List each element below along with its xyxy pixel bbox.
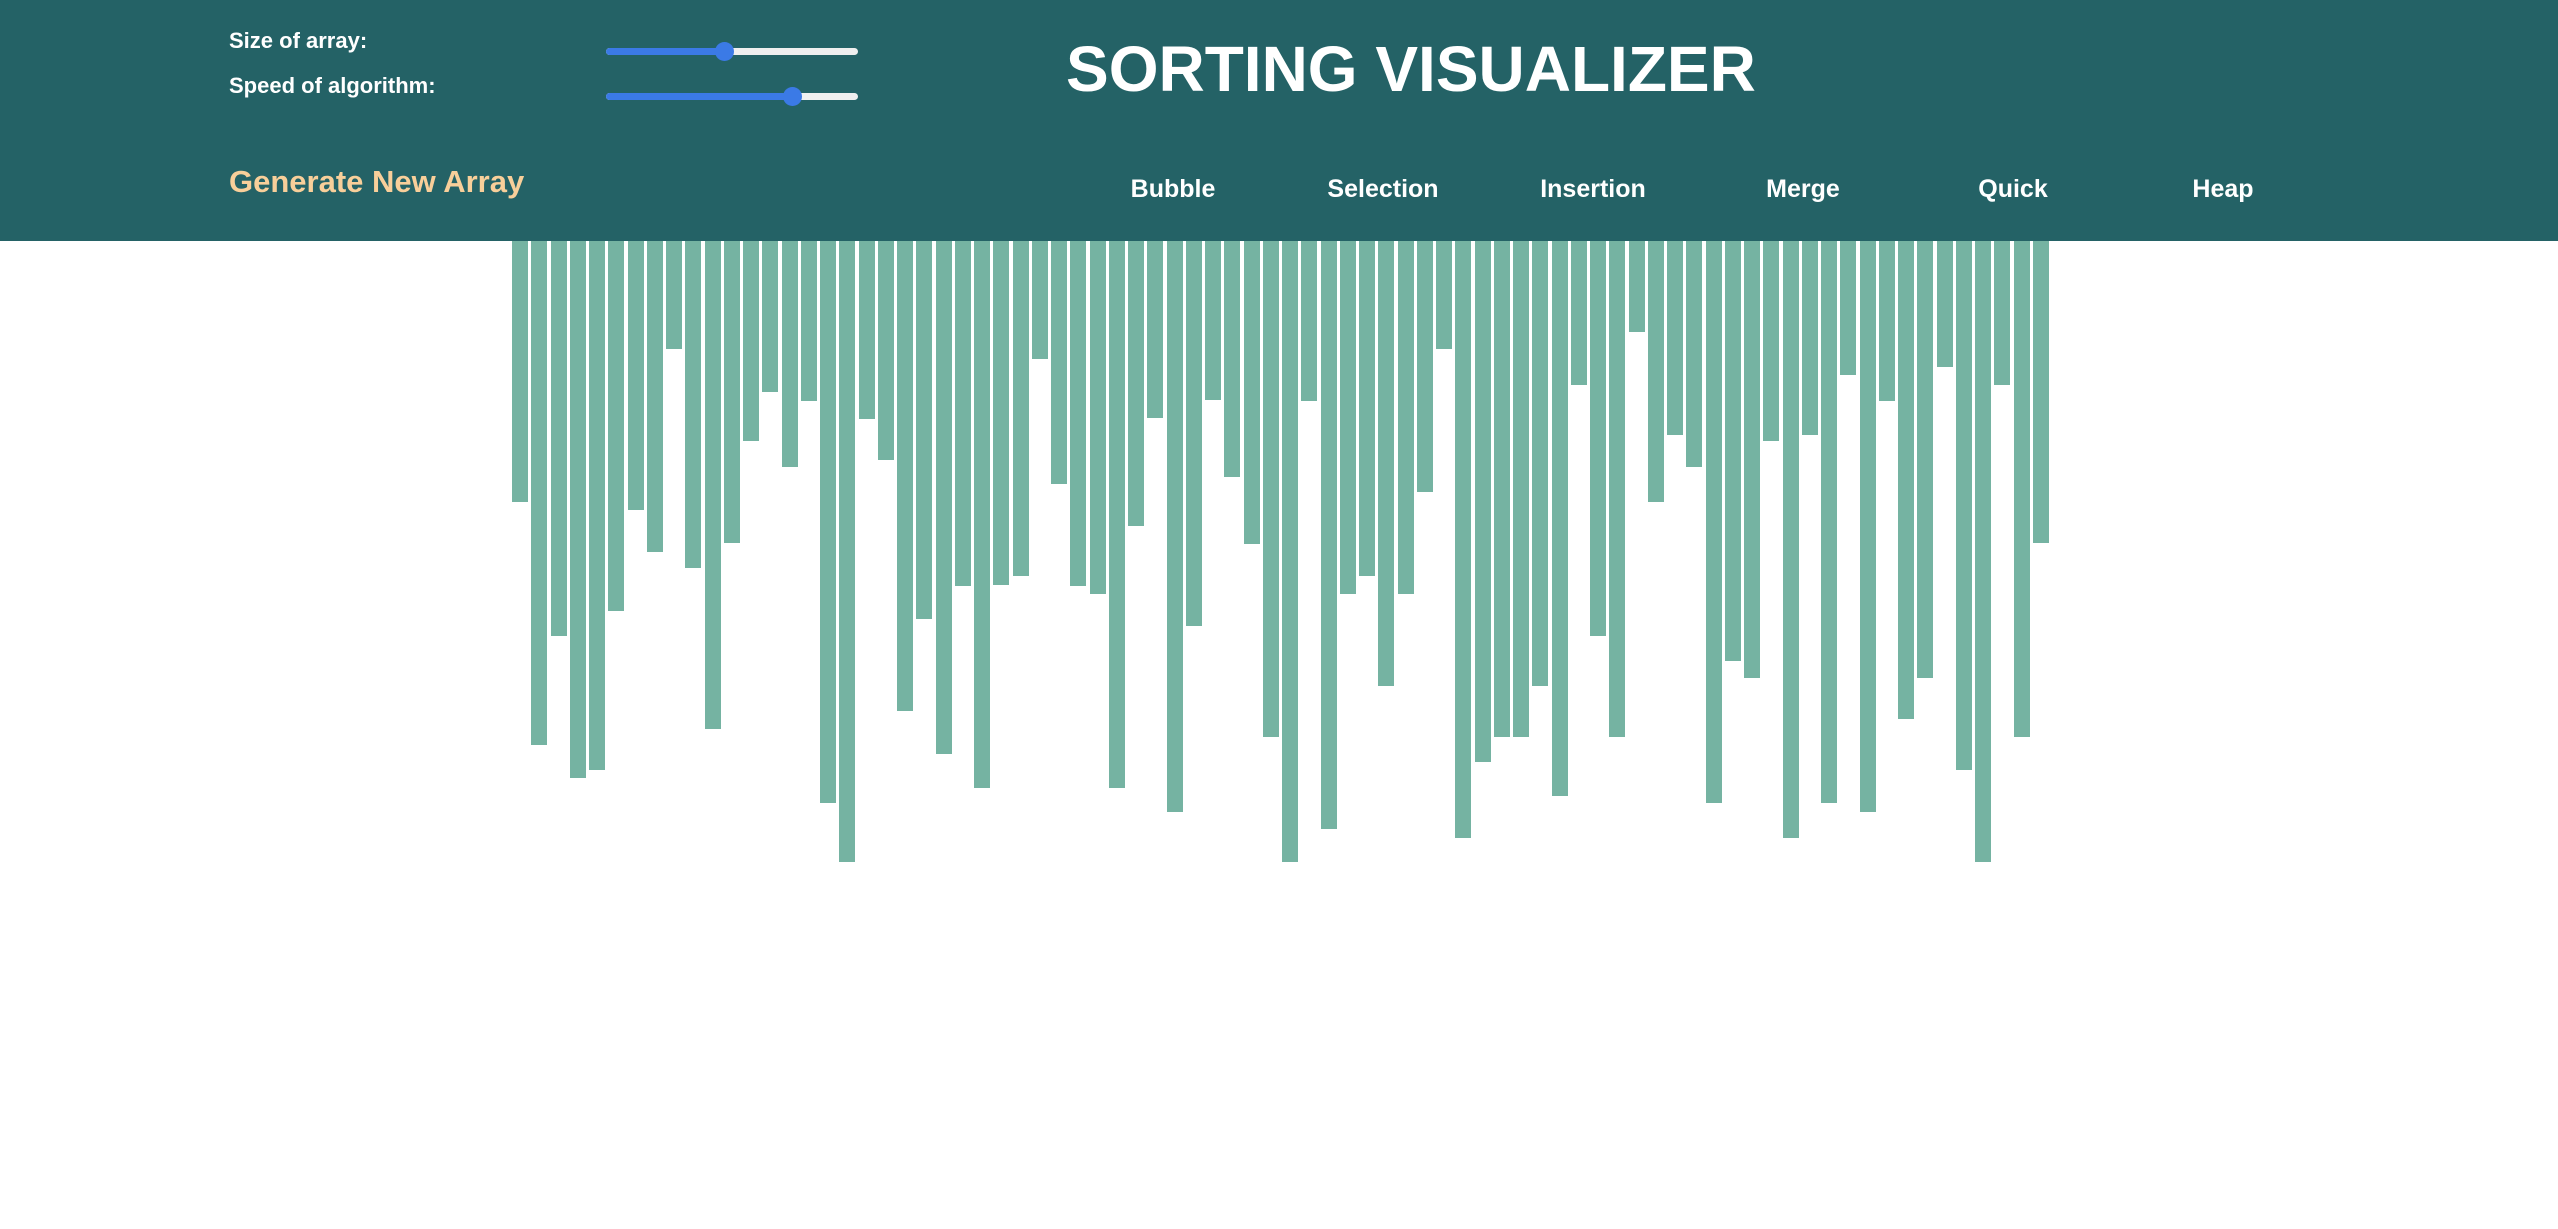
slider-fill <box>606 93 793 100</box>
array-bar <box>974 241 990 788</box>
speed-slider[interactable] <box>606 85 858 109</box>
array-bar <box>1859 241 1876 812</box>
array-bar <box>1070 241 1087 586</box>
array-bar <box>1667 241 1683 435</box>
array-bar <box>1917 241 1934 678</box>
array-bar <box>1166 241 1183 812</box>
array-bar <box>2032 241 2049 543</box>
array-bar <box>1147 241 1164 418</box>
array-bar <box>1801 241 1818 435</box>
array-bar <box>800 241 817 401</box>
slider-thumb[interactable] <box>715 42 735 61</box>
array-bar <box>1898 241 1914 719</box>
array-bar <box>1628 241 1645 332</box>
speed-label: Speed of algorithm: <box>229 73 436 98</box>
array-bar <box>627 241 644 510</box>
selection-sort-button[interactable]: Selection <box>1327 175 1439 203</box>
array-size-slider[interactable] <box>606 40 858 64</box>
array-bar <box>781 241 798 467</box>
array-bar <box>1262 241 1279 737</box>
array-bar <box>877 241 894 460</box>
array-bar <box>1840 241 1857 375</box>
array-bar <box>1590 241 1606 636</box>
array-bar <box>1551 241 1568 796</box>
array-bar <box>704 241 721 729</box>
array-bar <box>1089 241 1106 594</box>
array-bar <box>1744 241 1760 678</box>
array-bar <box>1570 241 1587 385</box>
array-bar <box>935 241 952 754</box>
array-bar <box>1224 241 1241 477</box>
array-bar <box>723 241 740 543</box>
array-bar <box>858 241 875 419</box>
array-bar <box>531 241 548 745</box>
array-bar <box>839 241 856 862</box>
array-bar <box>1994 241 2011 385</box>
array-bar <box>569 241 586 778</box>
array-bar <box>1051 241 1067 484</box>
array-bar <box>1936 241 1953 367</box>
array-bar <box>1397 241 1414 594</box>
array-bar <box>916 241 933 619</box>
array-bar <box>897 241 913 711</box>
array-bar <box>1647 241 1664 502</box>
array-bar <box>1185 241 1202 626</box>
array-bar <box>1416 241 1433 492</box>
array-bar <box>993 241 1010 585</box>
array-bar <box>2013 241 2030 737</box>
insertion-sort-button[interactable]: Insertion <box>1540 175 1646 203</box>
array-bar <box>1609 241 1626 737</box>
array-bar <box>1474 241 1491 762</box>
array-bar <box>1301 241 1318 401</box>
slider-fill <box>606 48 725 55</box>
array-bar <box>1339 241 1356 594</box>
array-bar <box>1243 241 1260 544</box>
array-bar <box>1955 241 1972 770</box>
array-bar <box>1493 241 1510 737</box>
array-bar <box>1436 241 1452 349</box>
array-bar <box>1205 241 1221 400</box>
array-bar <box>1878 241 1895 401</box>
array-bar <box>1724 241 1741 661</box>
heap-sort-button[interactable]: Heap <box>2192 175 2254 203</box>
array-bar <box>666 241 682 349</box>
array-bar <box>1763 241 1780 441</box>
array-bar <box>954 241 971 586</box>
array-bar <box>512 241 528 502</box>
generate-array-button[interactable]: Generate New Array <box>229 164 525 199</box>
array-bar <box>685 241 702 568</box>
array-bar <box>1821 241 1837 803</box>
array-bar <box>646 241 663 552</box>
array-bar <box>589 241 605 770</box>
array-bar <box>1012 241 1029 576</box>
array-bar <box>1359 241 1375 576</box>
array-bar <box>1378 241 1395 686</box>
merge-sort-button[interactable]: Merge <box>1766 175 1840 203</box>
array-bar <box>1128 241 1144 526</box>
array-bar <box>1108 241 1125 788</box>
array-bar <box>1320 241 1337 829</box>
header-bar: Size of array: Speed of algorithm: SORTI… <box>0 0 2558 241</box>
array-bar <box>1782 241 1799 838</box>
array-bar <box>1705 241 1722 803</box>
array-bar <box>550 241 567 636</box>
array-bar <box>1975 241 1991 862</box>
array-bars-container <box>0 241 2558 1229</box>
array-bar <box>608 241 625 611</box>
array-bar <box>762 241 779 392</box>
array-bar <box>743 241 759 441</box>
array-size-label: Size of array: <box>229 28 368 53</box>
quick-sort-button[interactable]: Quick <box>1978 175 2048 203</box>
array-bar <box>1686 241 1703 467</box>
array-bar <box>820 241 836 803</box>
bubble-sort-button[interactable]: Bubble <box>1130 175 1216 203</box>
array-bar <box>1031 241 1048 359</box>
page-title: SORTING VISUALIZER <box>1066 33 1756 105</box>
slider-thumb[interactable] <box>783 87 803 106</box>
array-bar <box>1282 241 1298 862</box>
array-bar <box>1513 241 1529 737</box>
array-bar <box>1532 241 1549 686</box>
array-bar <box>1455 241 1472 838</box>
